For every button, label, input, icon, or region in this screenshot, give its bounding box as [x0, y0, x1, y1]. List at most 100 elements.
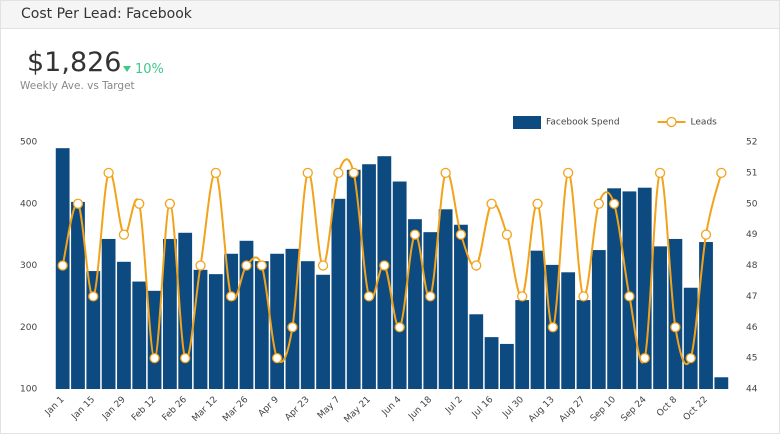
line-point [134, 198, 145, 209]
bar [668, 238, 683, 389]
bar [224, 253, 239, 389]
bar [208, 274, 223, 389]
y2-tick-label: 45 [746, 354, 757, 364]
line-point [486, 198, 497, 209]
bar [254, 261, 269, 389]
bar [484, 337, 499, 389]
x-tick-label: Jan 1 [43, 395, 67, 419]
x-tick-label: Jul 2 [443, 395, 465, 417]
x-tick-label: Jul 30 [501, 395, 527, 421]
y2-tick-label: 52 [746, 138, 757, 148]
x-tick-label: Aug 13 [527, 395, 557, 425]
bar [714, 377, 729, 389]
bar [392, 181, 407, 389]
bar [300, 261, 315, 389]
line-point [593, 198, 604, 209]
bar [362, 164, 376, 389]
bar [499, 343, 514, 389]
x-tick-label: Jul 16 [470, 395, 496, 421]
line-point [471, 260, 482, 271]
line-point [302, 167, 313, 179]
line-point [547, 322, 558, 333]
line-point [241, 260, 252, 271]
bar [530, 250, 545, 389]
x-tick-label: Apr 23 [283, 395, 311, 423]
bar [653, 246, 667, 389]
bar [86, 271, 101, 389]
bar [561, 272, 576, 389]
y2-tick-label: 47 [746, 292, 757, 302]
bar [316, 274, 330, 389]
y2-tick-label: 48 [746, 261, 758, 271]
x-tick-label: Jan 15 [69, 395, 97, 423]
line-point [57, 260, 68, 271]
line-point [608, 198, 620, 209]
line-point [639, 352, 650, 364]
y-tick-label: 300 [20, 261, 37, 271]
line-point [164, 198, 176, 209]
bar [331, 198, 346, 389]
line-point [333, 167, 344, 179]
bar [683, 287, 698, 389]
x-tick-label: Sep 10 [589, 395, 618, 424]
line-point [563, 167, 574, 179]
line-point [455, 229, 467, 240]
y-tick-label: 400 [20, 199, 37, 209]
bar [270, 253, 285, 389]
legend-swatch [666, 116, 677, 128]
line-point [379, 260, 390, 271]
line-point [226, 291, 237, 302]
y-tick-label: 200 [20, 323, 37, 333]
line-point [440, 167, 451, 179]
widget-title: Cost Per Lead: Facebook [21, 6, 192, 22]
line-point [654, 167, 666, 179]
bar [117, 261, 131, 389]
bar [576, 300, 591, 389]
line-point [532, 198, 543, 209]
x-tick-label: May 7 [316, 395, 342, 421]
x-tick-label: Apr 9 [257, 395, 281, 419]
line-point [578, 291, 589, 302]
bar [408, 219, 422, 389]
bar [622, 191, 637, 389]
line-point [118, 229, 130, 240]
x-tick-label: Aug 27 [558, 395, 588, 425]
bar [101, 238, 116, 389]
line-point [670, 322, 681, 333]
x-tick-label: Feb 26 [161, 395, 190, 424]
line-point [363, 291, 375, 302]
bar [132, 281, 147, 389]
bar [637, 187, 652, 389]
bar [377, 156, 392, 389]
line-point [716, 167, 727, 179]
x-tick-label: Jan 29 [100, 395, 128, 423]
kpi-change-text: 10% [135, 62, 164, 77]
down-arrow [123, 66, 131, 72]
y2-tick-label: 46 [746, 323, 758, 333]
bar [469, 314, 484, 389]
kpi-value: $1,826 [27, 47, 122, 78]
y2-tick-label: 49 [746, 230, 758, 240]
line-point [72, 198, 84, 209]
bar [454, 224, 468, 389]
y-tick-label: 500 [20, 138, 37, 148]
line-point [409, 229, 421, 240]
legend-label: Leads [691, 118, 718, 128]
bar [346, 169, 361, 389]
kpi-caption: Weekly Ave. vs Target [20, 80, 135, 92]
x-tick-label: Jun 4 [380, 395, 404, 419]
bar [162, 238, 177, 389]
bar [193, 269, 208, 389]
y2-tick-label: 50 [746, 199, 758, 209]
line-point [88, 291, 99, 302]
line-point [425, 291, 436, 302]
legend-swatch [513, 116, 541, 129]
x-tick-label: Oct 22 [682, 395, 710, 423]
line-point [287, 322, 298, 333]
x-tick-label: Mar 12 [191, 395, 220, 424]
x-tick-label: Mar 26 [221, 395, 250, 424]
line-point [149, 352, 160, 364]
line-point [195, 260, 206, 271]
header: Cost Per Lead: Facebook [0, 0, 780, 29]
